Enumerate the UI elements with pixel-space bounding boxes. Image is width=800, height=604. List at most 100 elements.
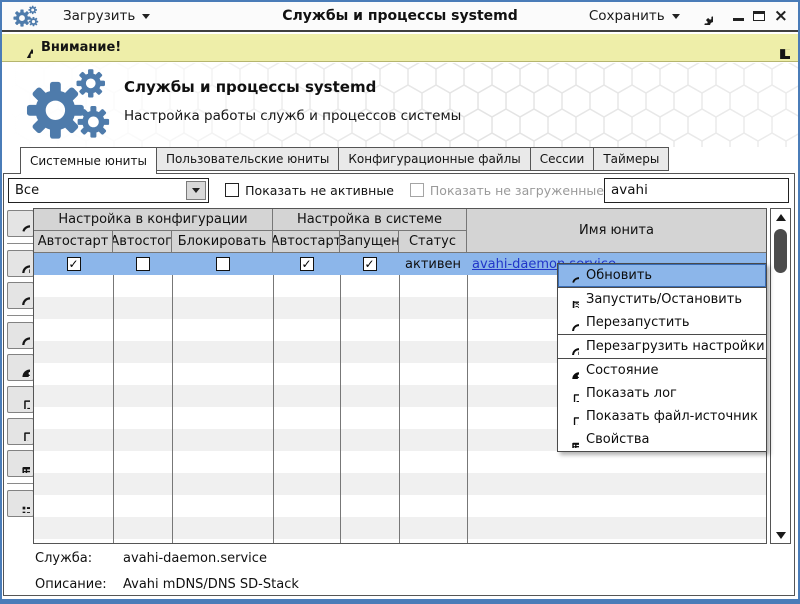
menu-item-label: Запустить/Остановить (586, 292, 742, 307)
checkbox-config-autostart[interactable] (66, 257, 81, 271)
save-menu-button[interactable]: Сохранить (589, 8, 680, 24)
warning-text: Внимание! (41, 40, 122, 55)
context-menu: Обновить Запустить/Остановить Перезапуст… (557, 263, 767, 452)
properties-icon (12, 455, 30, 473)
minimize-icon[interactable] (732, 17, 744, 21)
checkbox-box (409, 183, 424, 197)
separator (7, 243, 34, 244)
menu-item-label: Перезапустить (586, 315, 690, 330)
unit-type-combobox[interactable]: Все (8, 177, 210, 203)
column-header[interactable]: Статус (399, 231, 467, 253)
source-file-icon (563, 409, 579, 425)
titlebar: Загрузить Службы и процессы systemd Сохр… (2, 2, 798, 32)
tab-bar: Системные юниты Пользовательские юниты К… (20, 147, 670, 175)
menu-item-show-log[interactable]: Показать лог (558, 382, 766, 405)
checkbox-system-autostart[interactable] (299, 257, 314, 271)
checkbox-label: Показать не загруженные (429, 182, 604, 198)
chevron-down-icon (192, 187, 201, 193)
save-floppy-icon[interactable] (767, 36, 790, 59)
log-file-icon (563, 386, 579, 402)
refresh-button[interactable] (7, 210, 34, 237)
separator (558, 287, 766, 288)
redo-button[interactable] (7, 282, 34, 309)
menu-item-reload-settings[interactable]: Перезагрузить настройки (558, 335, 766, 358)
menu-item-refresh[interactable]: Обновить (558, 264, 766, 287)
counterclockwise-arrow-icon (12, 327, 30, 345)
info-icon (12, 359, 30, 377)
menu-item-status[interactable]: Состояние (558, 359, 766, 382)
menu-item-label: Состояние (586, 363, 659, 378)
show-unloaded-checkbox: Показать не загруженные (409, 182, 604, 198)
column-header[interactable]: Автостарт (273, 231, 340, 253)
refresh-icon (12, 215, 30, 233)
combobox-arrow[interactable] (186, 180, 207, 200)
column-header[interactable]: Автостарт (34, 231, 113, 253)
menu-item-start-stop[interactable]: Запустить/Остановить (558, 288, 766, 311)
header-subtitle: Настройка работы служб и процессов систе… (124, 108, 462, 124)
menu-item-restart[interactable]: Перезапустить (558, 311, 766, 334)
scrollbar-thumb[interactable] (774, 229, 787, 273)
menu-item-label: Показать лог (586, 386, 677, 401)
combobox-value: Все (15, 182, 40, 198)
menu-item-show-source[interactable]: Показать файл-источник (558, 405, 766, 428)
warning-triangle-icon (10, 37, 33, 58)
separator (7, 315, 34, 316)
status-button[interactable] (7, 354, 34, 381)
properties-button[interactable] (7, 450, 34, 477)
tab-user-units[interactable]: Пользовательские юниты (155, 147, 340, 171)
content-panel: Все Показать не активные Показать не заг… (3, 173, 795, 596)
app-header: Службы и процессы systemd Настройка рабо… (2, 63, 798, 147)
save-menu-label: Сохранить (588, 8, 665, 24)
gear-icon[interactable] (696, 8, 713, 25)
list-icon (12, 495, 30, 513)
source-file-icon (12, 423, 30, 441)
filter-row: Все Показать не активные Показать не заг… (8, 177, 789, 203)
tab-config-files[interactable]: Конфигурационные файлы (338, 147, 531, 171)
group-header-system: Настройка в системе (273, 209, 467, 231)
column-header[interactable]: Автостоп (113, 231, 172, 253)
checkbox-config-block[interactable] (215, 257, 230, 271)
scroll-up-button[interactable] (771, 209, 790, 225)
load-menu-button[interactable]: Загрузить (63, 8, 151, 24)
menu-item-properties[interactable]: Свойства (558, 428, 766, 451)
chevron-down-icon (142, 13, 151, 19)
menu-item-label: Обновить (586, 268, 653, 283)
gears-logo-icon (13, 5, 39, 27)
checkbox-label: Показать не активные (245, 182, 394, 198)
checkbox-box[interactable] (225, 183, 240, 197)
close-icon[interactable] (774, 11, 788, 21)
restart-button[interactable] (7, 322, 34, 349)
tab-system-units[interactable]: Системные юниты (20, 147, 157, 174)
description-label: Описание: (35, 577, 107, 592)
separator (558, 334, 766, 335)
clockwise-arrow-icon (12, 287, 30, 305)
show-source-button[interactable] (7, 418, 34, 445)
refresh-icon (563, 268, 579, 284)
flag-icon (563, 292, 579, 308)
status-cell: активен (405, 256, 461, 272)
search-input[interactable] (604, 177, 789, 203)
triangle-down-icon (775, 531, 786, 539)
column-header-unit-name[interactable]: Имя юнита (467, 209, 766, 253)
toolbar-sidebar (6, 210, 35, 522)
tab-sessions[interactable]: Сессии (529, 147, 595, 171)
chevron-down-icon (671, 13, 680, 19)
checkbox-system-running[interactable] (362, 257, 377, 271)
counterclockwise-arrow-icon (563, 315, 579, 331)
show-log-button[interactable] (7, 386, 34, 413)
reload-settings-button[interactable] (7, 250, 34, 277)
list-button[interactable] (7, 490, 34, 517)
tab-timers[interactable]: Таймеры (593, 147, 670, 171)
triangle-up-icon (775, 213, 786, 221)
gears-logo-icon (24, 67, 110, 143)
table-header: Настройка в конфигурации Настройка в сис… (34, 209, 766, 253)
maximize-icon[interactable] (752, 11, 765, 21)
status-panel: Служба: avahi-daemon.service Описание: A… (35, 551, 299, 599)
scroll-down-button[interactable] (771, 527, 790, 543)
show-inactive-checkbox[interactable]: Показать не активные (225, 183, 394, 198)
checkbox-config-autostop[interactable] (135, 257, 150, 271)
column-header[interactable]: Блокировать (172, 231, 273, 253)
vertical-scrollbar[interactable] (770, 208, 791, 544)
column-header[interactable]: Запущен (340, 231, 399, 253)
